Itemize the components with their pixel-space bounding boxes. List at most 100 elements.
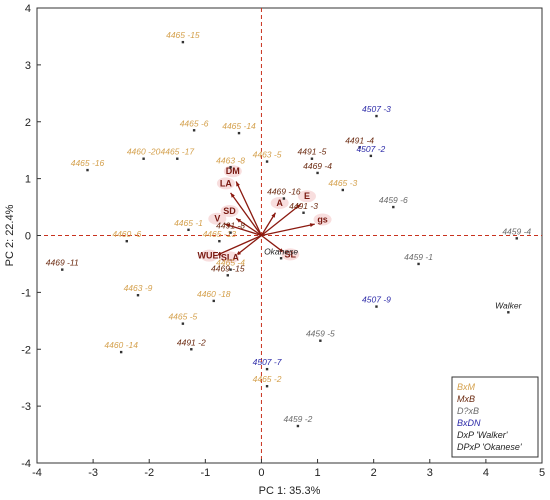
score-point bbox=[176, 157, 179, 160]
score-point-label: 4469 -11 bbox=[46, 258, 79, 268]
loading-label: V bbox=[214, 214, 220, 224]
score-point bbox=[507, 311, 510, 314]
score-point bbox=[212, 299, 215, 303]
loading-label: LA bbox=[220, 178, 232, 188]
score-point bbox=[61, 268, 64, 271]
score-point bbox=[319, 339, 322, 342]
loading-arrowhead bbox=[236, 218, 242, 223]
score-point-label: 4465 -15 bbox=[166, 30, 200, 40]
loading-label-halo bbox=[281, 248, 300, 261]
score-point bbox=[375, 305, 378, 308]
loading-vector bbox=[261, 203, 302, 237]
loading-arrowhead bbox=[271, 212, 276, 218]
score-point bbox=[142, 157, 145, 160]
score-point-label: 4463 -9 bbox=[124, 283, 153, 293]
score-point bbox=[229, 166, 232, 169]
score-point bbox=[136, 294, 140, 297]
loading-label-halo bbox=[270, 196, 289, 209]
score-point-label: 4491 -8 bbox=[216, 221, 245, 231]
score-point bbox=[265, 385, 269, 388]
score-point bbox=[316, 171, 319, 175]
x-tick-label: 2 bbox=[371, 467, 377, 479]
score-point-label: 4465 -17 bbox=[160, 147, 194, 157]
loading-label: A bbox=[276, 198, 283, 208]
loading-label: SL bbox=[284, 249, 296, 259]
score-point-label: 4463 -5 bbox=[253, 150, 282, 160]
score-point-label: 4463 -8 bbox=[216, 155, 245, 165]
score-point-label: 4469 -16 bbox=[267, 187, 301, 197]
score-point bbox=[369, 154, 373, 158]
loading-label: gs bbox=[317, 214, 328, 224]
score-point-label: 4459 -5 bbox=[306, 329, 335, 339]
score-point bbox=[279, 257, 283, 260]
score-point-label: 4465 -2 bbox=[253, 374, 282, 384]
score-point-label: 4465 -1 bbox=[174, 218, 203, 228]
score-point bbox=[125, 239, 128, 243]
loading-vector bbox=[235, 181, 263, 236]
legend-entry: BxDN bbox=[457, 418, 481, 428]
legend-entry: BxM bbox=[457, 382, 476, 392]
score-point bbox=[265, 367, 269, 371]
loading-vector bbox=[224, 223, 262, 237]
score-point-label: 4491 -2 bbox=[177, 337, 206, 347]
score-point-label: 4459 -6 bbox=[379, 195, 408, 205]
score-point-label: 4465 -6 bbox=[180, 118, 209, 128]
loading-vector bbox=[216, 234, 262, 257]
y-tick-label: -3 bbox=[21, 401, 31, 413]
y-tick-label: -2 bbox=[21, 344, 31, 356]
score-point-label: 4491 -4 bbox=[345, 135, 374, 145]
score-point-label: 4507 -3 bbox=[362, 104, 391, 114]
x-tick-label: -4 bbox=[32, 467, 42, 479]
score-point bbox=[375, 114, 378, 118]
score-point-label: Walker bbox=[495, 300, 522, 310]
score-point bbox=[341, 188, 345, 192]
legend-entry: DPxP 'Okanese' bbox=[457, 442, 522, 452]
x-tick-label: 1 bbox=[314, 467, 320, 479]
loading-label-halo bbox=[216, 177, 235, 190]
x-tick-label: 5 bbox=[539, 467, 545, 479]
x-tick-label: 3 bbox=[427, 467, 433, 479]
score-point bbox=[392, 205, 395, 209]
score-point-label: Okanese bbox=[264, 246, 298, 256]
y-tick-label: 3 bbox=[25, 60, 31, 72]
score-point-label: 4507 -7 bbox=[253, 357, 282, 367]
loading-arrowhead bbox=[224, 223, 230, 228]
loading-vector bbox=[235, 234, 262, 256]
score-point-label: 4460 -20 bbox=[127, 147, 161, 157]
score-point bbox=[86, 168, 89, 172]
score-point bbox=[229, 231, 232, 234]
y-tick-label: 1 bbox=[25, 174, 31, 186]
score-point-label: 4469 -4 bbox=[303, 161, 332, 171]
score-point-label: 4459 -1 bbox=[404, 252, 433, 262]
score-point bbox=[119, 350, 123, 354]
x-tick-label: 0 bbox=[258, 467, 264, 479]
y-tick-label: 0 bbox=[25, 231, 31, 243]
score-point bbox=[282, 197, 286, 200]
loading-label: SLA bbox=[221, 252, 240, 262]
score-point bbox=[310, 157, 314, 160]
score-points: 4465 -15 4465 -6 4465 -14 4460 -20 4465 -17 4… bbox=[46, 30, 531, 428]
score-point bbox=[417, 262, 420, 266]
legend-entry: MxB bbox=[457, 394, 475, 404]
y-tick-label: 4 bbox=[25, 3, 31, 15]
score-point bbox=[218, 239, 221, 243]
legend: BxM MxB D?xB BxDN DxP 'Walker' DPxP 'Okanese' bbox=[451, 376, 539, 458]
score-point-label: 4465 -5 bbox=[168, 312, 197, 322]
score-point-label: 4491 -3 bbox=[289, 201, 318, 211]
loading-vectors: DM LA SDV A Egs WUEi SLA SL bbox=[197, 165, 332, 264]
score-point bbox=[358, 146, 361, 149]
score-point bbox=[226, 274, 229, 277]
loading-label-halo bbox=[223, 165, 242, 178]
score-point-label: 4459 -4 bbox=[502, 226, 531, 236]
score-point bbox=[265, 160, 269, 163]
loading-arrowhead bbox=[230, 192, 235, 198]
loading-vector bbox=[235, 217, 262, 237]
score-point bbox=[515, 237, 518, 240]
score-point-label: 4465 -16 bbox=[71, 158, 105, 168]
score-point bbox=[237, 131, 241, 135]
score-point bbox=[302, 211, 305, 214]
score-point bbox=[181, 40, 185, 44]
loading-label-halo bbox=[208, 212, 227, 225]
legend-entry: DxP 'Walker' bbox=[457, 430, 508, 440]
